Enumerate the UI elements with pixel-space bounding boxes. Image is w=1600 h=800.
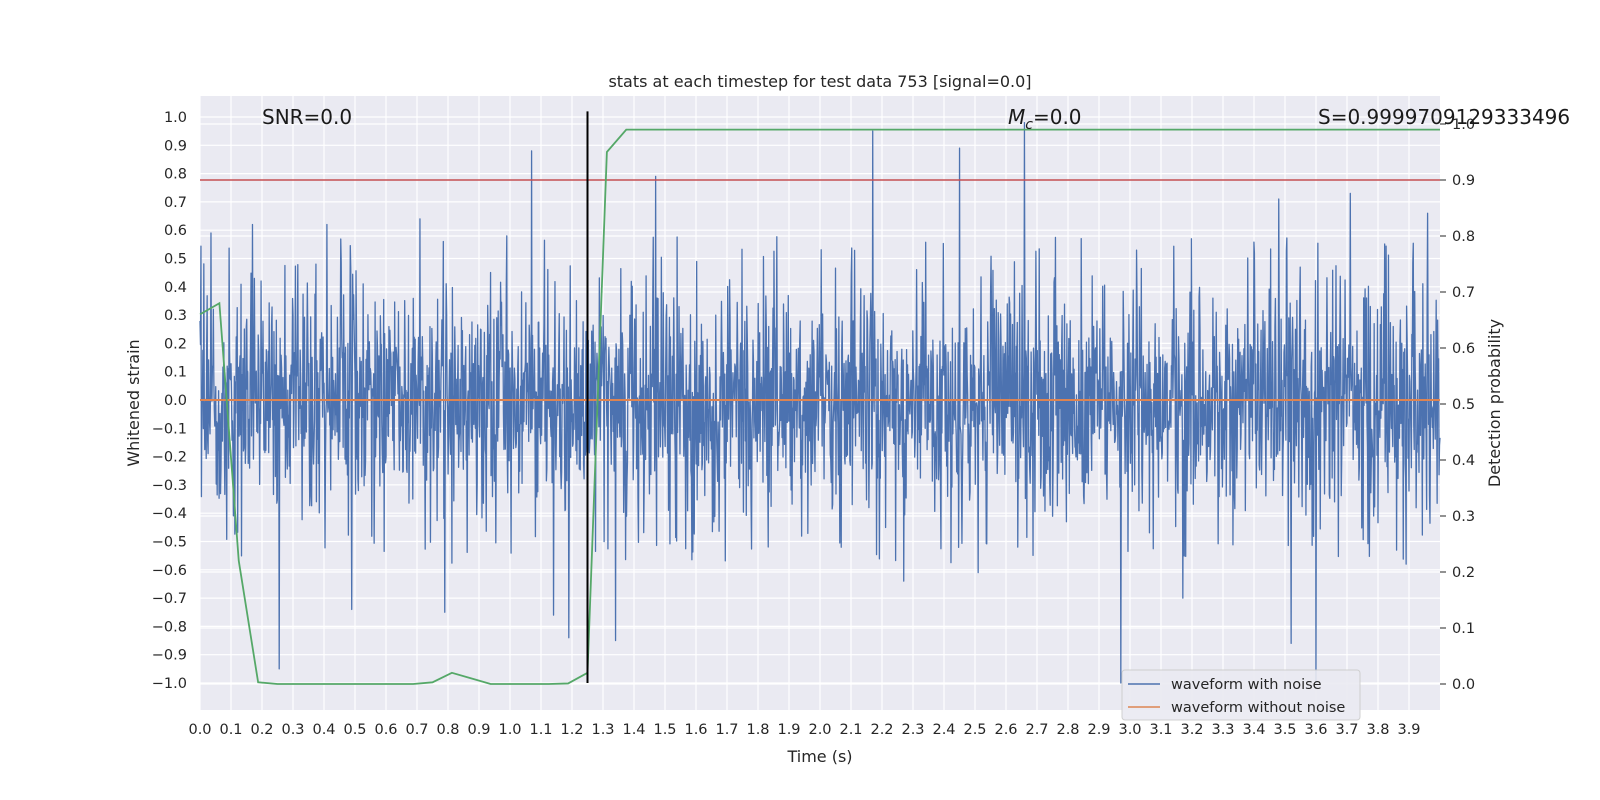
x-tick-label: 3.0: [1118, 722, 1141, 738]
x-tick-label: 3.6: [1304, 722, 1327, 738]
snr-annotation: SNR=0.0: [262, 105, 352, 129]
y-tick-label: −1.0: [152, 676, 187, 692]
x-tick-label: 2.9: [1087, 722, 1110, 738]
x-tick-label: 0.7: [405, 722, 428, 738]
legend-label-noise: waveform with noise: [1171, 677, 1322, 693]
y-tick-label: −0.1: [152, 421, 187, 437]
right-tick-label: 0.7: [1452, 285, 1475, 301]
x-tick-label: 0.5: [343, 722, 366, 738]
x-tick-label: 1.3: [591, 722, 614, 738]
y-tick-label: −0.9: [152, 648, 187, 664]
legend-box: [1121, 669, 1361, 721]
x-tick-label: 3.3: [1211, 722, 1234, 738]
x-tick-label: 2.4: [932, 722, 955, 738]
y-tick-label: 0.0: [164, 393, 187, 409]
x-tick-label: 0.3: [281, 722, 304, 738]
right-tick-labels: 1.0 0.9 0.8 0.7 0.6 0.5 0.4 0.3 0.2 0.1 0.0: [1452, 117, 1475, 693]
x-tick-label: 2.5: [963, 722, 986, 738]
right-tick-label: 0.0: [1452, 677, 1475, 693]
y-tick-label: −0.3: [152, 478, 187, 494]
x-tick-label: 0.1: [219, 722, 242, 738]
mc-symbol: M: [1008, 105, 1025, 129]
x-tick-label: 1.9: [777, 722, 800, 738]
right-tick-label: 0.3: [1452, 509, 1475, 525]
right-tick-label: 0.6: [1452, 341, 1475, 357]
x-tick-label: 2.1: [839, 722, 862, 738]
right-tick-label: 0.8: [1452, 229, 1475, 245]
x-tick-labels: 0.0 0.1 0.2 0.3 0.4 0.5 0.6 0.7 0.8 0.9 1.0 1.1 1.2 1…: [188, 722, 1420, 738]
x-tick-label: 0.0: [188, 722, 211, 738]
y-tick-label: 0.9: [164, 138, 187, 154]
x-tick-label: 1.5: [653, 722, 676, 738]
x-tick-label: 1.6: [684, 722, 707, 738]
y-tick-label: −0.2: [152, 450, 187, 466]
x-tick-label: 3.9: [1397, 722, 1420, 738]
y-tick-label: 0.8: [164, 167, 187, 183]
s-annotation: S=0.9999709129333496: [1318, 105, 1570, 129]
y-tick-label: 0.7: [164, 195, 187, 211]
right-tick-label: 0.2: [1452, 565, 1475, 581]
mc-value: =0.0: [1033, 105, 1082, 129]
x-tick-label: 0.6: [374, 722, 397, 738]
right-tick-label: 1.0: [1452, 117, 1475, 133]
right-tick-label: 0.5: [1452, 397, 1475, 413]
y-tick-label: −0.5: [152, 535, 187, 551]
series-line-noise: [199, 122, 1441, 684]
y-tick-label: −0.4: [152, 506, 187, 522]
x-tick-label: 1.1: [529, 722, 552, 738]
mc-subscript: c: [1025, 117, 1033, 133]
x-tick-label: 0.2: [250, 722, 273, 738]
x-tick-label: 3.8: [1366, 722, 1389, 738]
x-tick-label: 3.1: [1149, 722, 1172, 738]
series-waveform-with-noise: [199, 122, 1441, 684]
x-tick-label: 3.7: [1335, 722, 1358, 738]
x-tick-label: 1.8: [746, 722, 769, 738]
y-tick-label: 0.2: [164, 336, 187, 352]
x-tick-label: 2.6: [994, 722, 1017, 738]
y-tick-label: 0.6: [164, 223, 187, 239]
x-tick-label: 0.8: [436, 722, 459, 738]
x-tick-label: 0.9: [467, 722, 490, 738]
right-tick-label: 0.4: [1452, 453, 1475, 469]
x-tick-label: 3.5: [1273, 722, 1296, 738]
right-tick-label: 0.9: [1452, 173, 1475, 189]
y-tick-label: 0.3: [164, 308, 187, 324]
y-tick-label: 0.1: [164, 365, 187, 381]
right-tick-label: 0.1: [1452, 621, 1475, 637]
x-tick-label: 2.2: [870, 722, 893, 738]
x-tick-label: 2.3: [901, 722, 924, 738]
y-tick-labels: 1.0 0.9 0.8 0.7 0.6 0.5 0.4 0.3 0.2 0.1 0.0 −0.1 −0.…: [152, 110, 187, 692]
x-tick-label: 0.4: [312, 722, 335, 738]
y-tick-label: −0.8: [152, 619, 187, 635]
x-tick-label: 1.4: [622, 722, 645, 738]
x-tick-label: 3.4: [1242, 722, 1265, 738]
y-tick-label: 0.4: [164, 280, 187, 296]
right-axis-title: Detection probability: [1485, 319, 1504, 487]
legend: waveform with noise waveform without noi…: [1121, 669, 1361, 721]
x-tick-label: 2.8: [1056, 722, 1079, 738]
x-tick-label: 2.0: [808, 722, 831, 738]
mc-annotation: Mc=0.0: [1008, 105, 1082, 133]
x-tick-label: 3.2: [1180, 722, 1203, 738]
y-tick-label: −0.6: [152, 563, 187, 579]
x-tick-label: 1.7: [715, 722, 738, 738]
y-tick-label: 0.5: [164, 252, 187, 268]
y-axis-title: Whitened strain: [124, 339, 143, 466]
x-tick-label: 1.2: [560, 722, 583, 738]
x-axis-title: Time (s): [786, 747, 852, 766]
x-tick-label: 2.7: [1025, 722, 1048, 738]
y-gridlines: [200, 116, 1440, 684]
legend-label-clean: waveform without noise: [1171, 700, 1345, 716]
chart-title: stats at each timestep for test data 753…: [608, 72, 1031, 91]
y-tick-label: 1.0: [164, 110, 187, 126]
y-tick-label: −0.7: [152, 591, 187, 607]
x-tick-label: 1.0: [498, 722, 521, 738]
